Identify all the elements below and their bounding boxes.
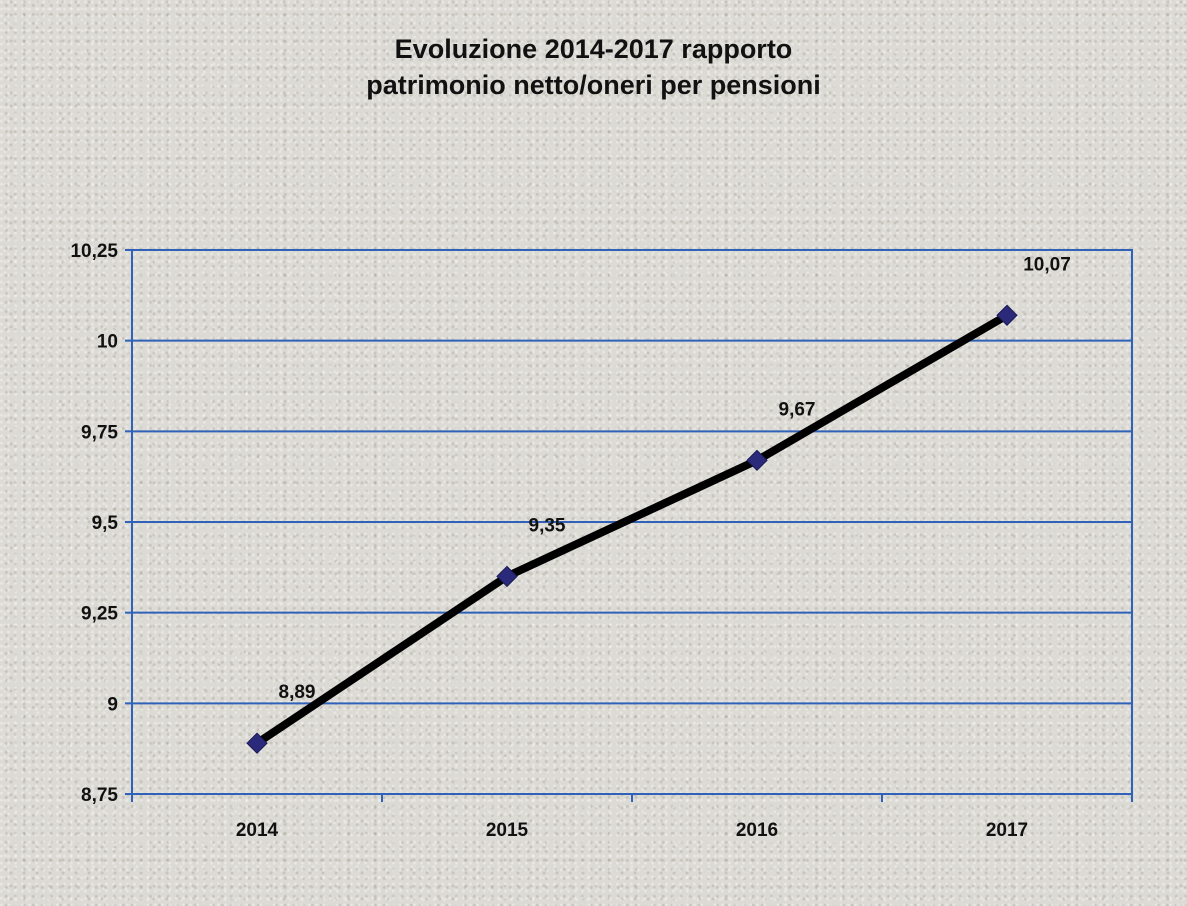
x-tick-label-2: 2016: [736, 820, 778, 841]
data-point-0: [246, 732, 268, 754]
data-point-1: [496, 565, 518, 588]
y-tick-label-0: 8,75: [81, 785, 118, 806]
y-tick-label-3: 9,5: [92, 513, 119, 534]
chart-title-line-2: patrimonio netto/oneri per pensioni: [366, 70, 821, 100]
data-point-3: [996, 304, 1018, 326]
y-tick-label-2: 9,25: [81, 604, 118, 625]
chart-title-line-1: Evoluzione 2014-2017 rapporto: [394, 34, 793, 64]
data-label-2: 9,67: [779, 399, 816, 420]
series-line: [253, 311, 1011, 748]
y-tick-label-6: 10,25: [70, 241, 118, 262]
x-tick-label-1: 2015: [486, 820, 529, 841]
data-point-2: [746, 449, 768, 472]
x-tick-label-3: 2017: [986, 820, 1028, 841]
y-tick-label-5: 10: [97, 332, 118, 353]
data-label-3: 10,07: [1023, 254, 1071, 275]
y-tick-label-1: 9: [107, 694, 118, 715]
data-label-0: 8,89: [279, 682, 316, 703]
data-label-1: 9,35: [529, 515, 566, 536]
x-tick-label-0: 2014: [236, 820, 279, 841]
y-tick-label-4: 9,75: [81, 422, 118, 443]
